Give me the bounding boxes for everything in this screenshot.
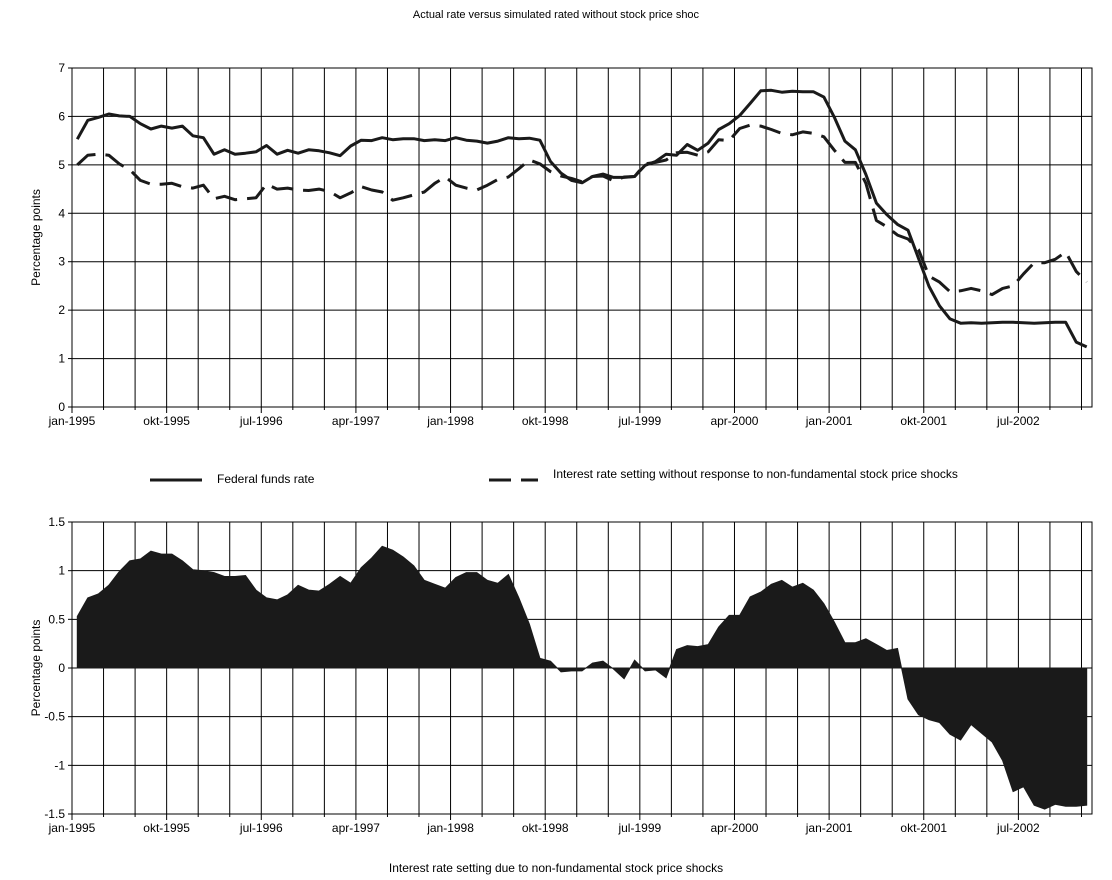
y-axis-label: Percentage points xyxy=(29,189,43,286)
x-tick-label: jan-1998 xyxy=(426,414,474,428)
y-tick-label: -0.5 xyxy=(44,710,65,724)
y-tick-label: 5 xyxy=(58,158,65,172)
simulated-rate-dashed-line xyxy=(76,123,1088,297)
x-tick-label: jan-1995 xyxy=(48,821,96,835)
x-tick-label: jan-1998 xyxy=(426,821,474,835)
x-tick-label: okt-1995 xyxy=(143,414,190,428)
legend-label-simulated: Interest rate setting without response t… xyxy=(553,467,958,481)
y-tick-label: 2 xyxy=(58,303,65,317)
x-tick-label: jul-1999 xyxy=(617,821,661,835)
y-tick-label: -1 xyxy=(54,758,65,772)
y-tick-label: 6 xyxy=(58,109,65,123)
x-tick-label: jul-2002 xyxy=(996,821,1040,835)
x-tick-label: okt-2001 xyxy=(900,414,947,428)
chart-title: Actual rate versus simulated rated witho… xyxy=(412,9,700,21)
y-tick-label: 0 xyxy=(58,661,65,675)
federal-funds-rate-line xyxy=(75,88,1088,349)
y-tick-label: 1 xyxy=(58,564,65,578)
bottom-area-chart: -1.5 -1 -0.5 0 0.5 1 1.5 jan-1995 okt-1995 jul-19… xyxy=(29,515,1093,835)
legend-label-federal-funds: Federal funds rate xyxy=(217,472,315,486)
y-tick-label: 0 xyxy=(58,400,65,414)
x-tick-label: apr-1997 xyxy=(332,414,380,428)
x-tick-label: jan-2001 xyxy=(805,414,853,428)
x-tick-label: okt-1998 xyxy=(522,414,569,428)
x-tick-label: apr-2000 xyxy=(710,414,758,428)
x-tick-label: jul-1996 xyxy=(239,821,283,835)
x-tick-label: jul-1999 xyxy=(617,414,661,428)
y-tick-label: 0.5 xyxy=(48,612,65,626)
y-tick-label: 1.5 xyxy=(48,515,65,529)
plot-frame xyxy=(71,521,1093,815)
x-tick-label: jan-2001 xyxy=(805,821,853,835)
stock-shock-area xyxy=(76,545,1088,810)
y-tick-label: 7 xyxy=(58,61,65,75)
y-tick-label: 1 xyxy=(58,352,65,366)
x-tick-label: apr-1997 xyxy=(332,821,380,835)
y-tick-label: -1.5 xyxy=(44,807,65,821)
x-tick-label: apr-2000 xyxy=(710,821,758,835)
top-line-chart: 0 1 2 3 4 5 6 7 jan-1995 okt-1995 jul-1996 apr-1997… xyxy=(29,61,1093,428)
plot-frame xyxy=(71,67,1093,408)
x-tick-label: okt-2001 xyxy=(900,821,947,835)
x-tick-label: okt-1998 xyxy=(522,821,569,835)
y-tick-label: 4 xyxy=(58,206,65,220)
x-tick-label: jan-1995 xyxy=(48,414,96,428)
x-tick-label: jul-1996 xyxy=(239,414,283,428)
x-tick-label: okt-1995 xyxy=(143,821,190,835)
y-tick-label: 3 xyxy=(58,255,65,269)
bottom-chart-caption: Interest rate setting due to non-fundame… xyxy=(388,861,724,875)
x-tick-label: jul-2002 xyxy=(996,414,1040,428)
y-axis-label: Percentage points xyxy=(29,620,43,717)
